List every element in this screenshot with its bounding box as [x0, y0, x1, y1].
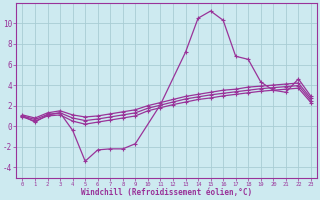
X-axis label: Windchill (Refroidissement éolien,°C): Windchill (Refroidissement éolien,°C) — [81, 188, 252, 197]
